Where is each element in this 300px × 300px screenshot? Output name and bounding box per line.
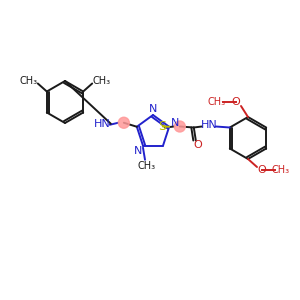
Text: CH₃: CH₃ — [208, 97, 226, 107]
Circle shape — [118, 117, 129, 128]
Text: N: N — [171, 118, 179, 128]
Text: CH₃: CH₃ — [20, 76, 38, 86]
Circle shape — [174, 121, 185, 132]
Text: S: S — [158, 120, 166, 133]
Text: O: O — [232, 97, 240, 107]
Text: N: N — [134, 146, 142, 156]
Text: CH₃: CH₃ — [138, 161, 156, 171]
Text: O: O — [258, 165, 266, 175]
Text: CH₃: CH₃ — [92, 76, 110, 86]
Text: HN: HN — [94, 119, 110, 129]
Text: HN: HN — [200, 121, 217, 130]
Text: CH₃: CH₃ — [272, 165, 290, 175]
Text: O: O — [194, 140, 202, 151]
Text: N: N — [149, 104, 157, 114]
